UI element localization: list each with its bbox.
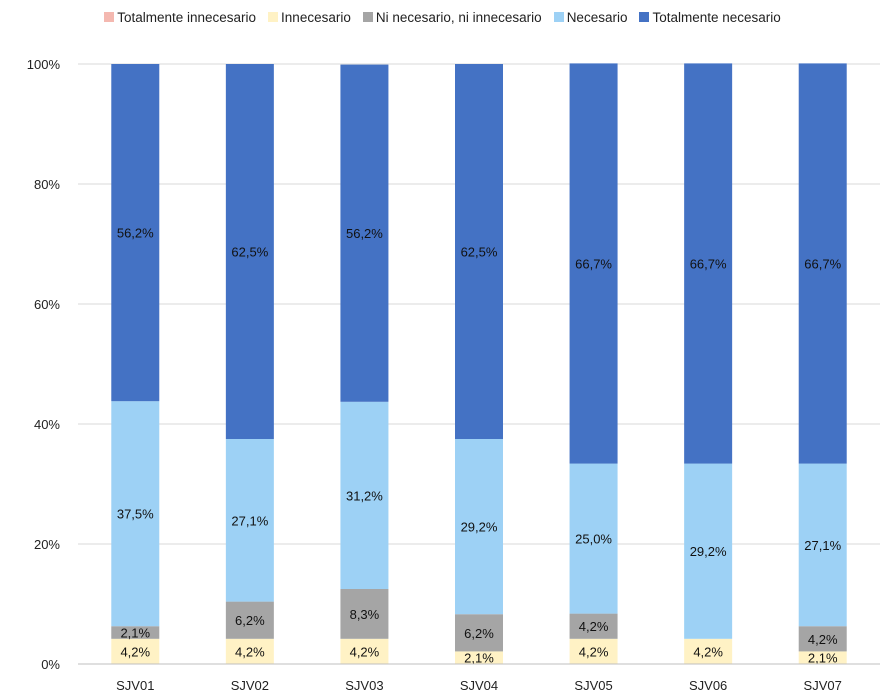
data-label: 6,2% <box>464 626 494 641</box>
legend-item: Necesario <box>553 9 628 25</box>
y-tick-label: 40% <box>34 417 60 432</box>
bar-segment <box>225 638 274 664</box>
data-label: 4,2% <box>808 632 838 647</box>
bar-segment <box>455 651 503 664</box>
x-tick-label: SJV04 <box>460 678 498 693</box>
legend-label: Totalmente innecesario <box>117 9 257 25</box>
legend-label: Ni necesario, ni innecesario <box>375 9 542 25</box>
data-label: 4,2% <box>579 644 609 659</box>
legend-item: Totalmente necesario <box>639 9 781 25</box>
data-label: 4,2% <box>120 644 150 659</box>
bar-segment <box>684 63 733 464</box>
bar-segment <box>798 463 847 627</box>
bar-segment <box>798 63 847 464</box>
x-tick-label: SJV02 <box>231 678 269 693</box>
data-label: 2,1% <box>464 651 494 666</box>
data-label: 37,5% <box>117 507 154 522</box>
x-tick-label: SJV07 <box>804 678 842 693</box>
bar-segment <box>798 651 847 664</box>
bar-segment <box>798 626 847 652</box>
data-label: 4,2% <box>235 644 265 659</box>
data-label: 27,1% <box>804 538 841 553</box>
data-label: 56,2% <box>117 226 154 241</box>
legend-swatch <box>639 12 650 22</box>
bar-segment <box>340 401 389 589</box>
chart-legend: Totalmente innecesario Innecesario Ni nece… <box>0 8 885 26</box>
bar-segment <box>225 64 274 439</box>
data-label: 4,2% <box>579 619 609 634</box>
y-tick-label: 60% <box>34 297 60 312</box>
y-tick-label: 0% <box>41 657 60 672</box>
legend-swatch <box>553 12 564 22</box>
y-tick-label: 100% <box>27 57 61 72</box>
y-tick-label: 80% <box>34 177 60 192</box>
bar-segment <box>455 614 503 652</box>
data-label: 29,2% <box>461 520 498 535</box>
data-label: 4,2% <box>693 644 723 659</box>
bar-segment <box>569 63 618 464</box>
data-label: 8,3% <box>350 607 380 622</box>
y-tick-label: 20% <box>34 537 60 552</box>
data-label: 62,5% <box>231 245 268 260</box>
x-tick-label: SJV03 <box>345 678 383 693</box>
legend-label: Necesario <box>566 9 628 25</box>
x-tick-label: SJV01 <box>116 678 154 693</box>
bar-segment <box>684 638 733 664</box>
legend-swatch <box>104 12 115 22</box>
legend-item: Innecesario <box>268 10 351 25</box>
data-label: 66,7% <box>690 257 727 272</box>
legend-item: Totalmente innecesario <box>104 10 256 25</box>
bar-segment <box>455 439 503 615</box>
bar-segment <box>225 439 274 602</box>
legend-swatch <box>268 12 279 22</box>
legend-label: Innecesario <box>281 9 351 25</box>
data-label: 62,5% <box>461 245 498 260</box>
data-label: 31,2% <box>346 488 383 503</box>
bar-segment <box>455 64 503 439</box>
legend-swatch <box>362 12 373 22</box>
bar-segment <box>340 589 389 639</box>
data-label: 6,2% <box>235 613 265 628</box>
bar-segment <box>111 64 160 402</box>
x-tick-label: SJV05 <box>574 678 612 693</box>
data-label: 66,7% <box>804 257 841 272</box>
bar-segment <box>111 626 160 639</box>
bar-segment <box>569 638 618 664</box>
legend-item: Ni necesario, ni innecesario <box>362 9 542 25</box>
data-label: 29,2% <box>690 544 727 559</box>
data-label: 56,2% <box>346 226 383 241</box>
x-tick-label: SJV06 <box>689 678 727 693</box>
bar-segment <box>225 601 274 639</box>
bar-segment <box>684 463 733 639</box>
bar-segment <box>111 401 160 627</box>
data-label: 25,0% <box>575 532 612 547</box>
bar-segment <box>340 638 389 664</box>
data-label: 66,7% <box>575 257 612 272</box>
data-label: 2,1% <box>120 626 150 641</box>
data-label: 27,1% <box>231 513 268 528</box>
data-label: 4,2% <box>350 644 380 659</box>
bar-segment <box>340 64 389 402</box>
data-label: 2,1% <box>808 651 838 666</box>
bar-segment <box>569 463 618 614</box>
bar-segment <box>111 638 160 664</box>
legend-label: Totalmente necesario <box>652 9 781 25</box>
bar-segment <box>569 613 618 639</box>
